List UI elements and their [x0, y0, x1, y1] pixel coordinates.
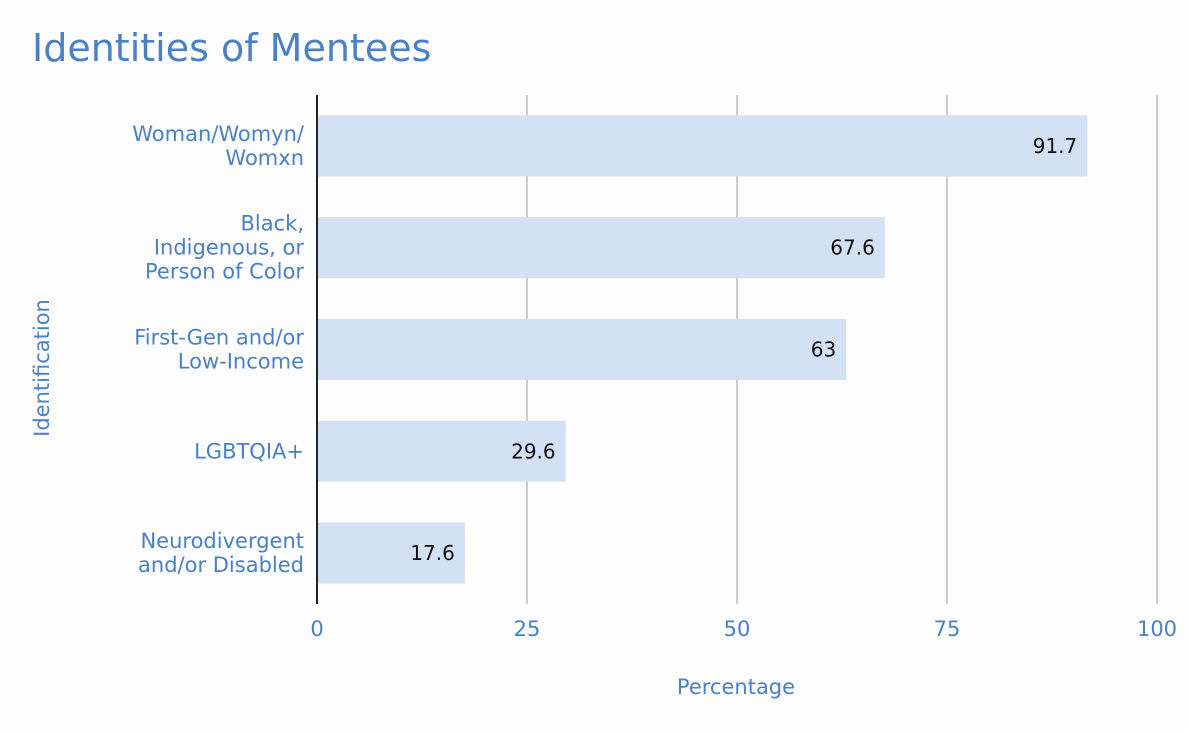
bar-value-label: 17.6 — [410, 541, 455, 565]
bar — [317, 522, 465, 584]
category-label: Woman/Womyn/Womxn — [132, 122, 305, 170]
bar — [317, 420, 566, 482]
category-label: Neurodivergent and/or Disabled — [138, 529, 304, 577]
chart-title: Identities of Mentees — [32, 26, 432, 70]
bar-value-label: 29.6 — [511, 439, 556, 463]
x-tick-label: 75 — [934, 617, 961, 641]
bar — [317, 115, 1088, 177]
bar — [317, 318, 847, 381]
x-tick-label: 100 — [1137, 617, 1177, 641]
bars — [317, 115, 1088, 584]
x-tick-label: 0 — [310, 617, 323, 641]
x-tick-label: 50 — [724, 617, 751, 641]
category-label: Black, Indigenous, or Person of Color — [145, 212, 304, 284]
x-axis-title: Percentage — [677, 675, 795, 699]
bar-value-label: 91.7 — [1033, 134, 1078, 158]
bar-value-label: 63 — [811, 338, 836, 362]
labels: 0 25 50 75 100 91.7 Woman/Womyn/Womxn 67.6 Black… — [132, 122, 1177, 641]
y-axis-title: Identification — [30, 299, 54, 437]
category-label: LGBTQIA+ — [194, 439, 304, 463]
category-label: First-Gen and/or Low-Income — [134, 326, 304, 374]
bar — [317, 217, 885, 279]
x-tick-label: 25 — [514, 617, 541, 641]
bar-value-label: 67.6 — [830, 236, 875, 260]
